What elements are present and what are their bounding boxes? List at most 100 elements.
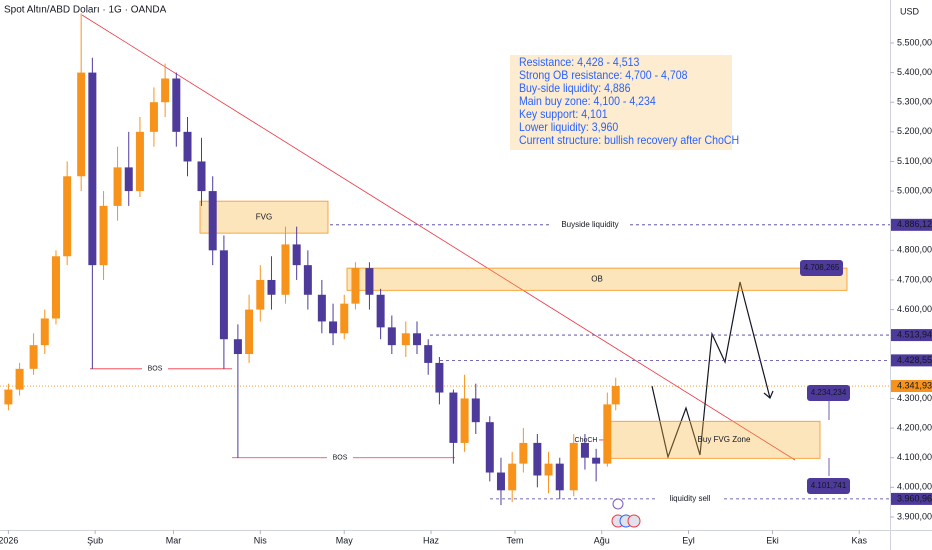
y-tick-label: 4.200,000 bbox=[897, 422, 932, 432]
x-tick-label: Eyl bbox=[682, 535, 695, 545]
chart-title: Spot Altın/ABD Doları · 1G · OANDA bbox=[4, 5, 167, 16]
candle-body bbox=[460, 398, 469, 443]
x-tick-label: Şub bbox=[87, 535, 103, 545]
y-tick-label: 5.500,000 bbox=[897, 37, 932, 47]
level-tag bbox=[891, 218, 932, 231]
structure-text: BOS bbox=[333, 455, 348, 462]
levels: 4.341,935 Buyside liquidity 4.886,122 4.513… bbox=[0, 218, 932, 505]
level-label: 4.513,942 bbox=[897, 329, 932, 339]
y-tick-label: 5.300,000 bbox=[897, 97, 932, 107]
analysis-note: Resistance: 4,428 - 4,513 Strong OB resis… bbox=[510, 55, 740, 150]
candle-body bbox=[580, 442, 589, 458]
level-tag bbox=[891, 329, 932, 342]
candle-body bbox=[245, 309, 254, 355]
x-tick-label: Tem bbox=[506, 535, 523, 545]
y-tick-label: 5.000,000 bbox=[897, 185, 932, 195]
annotation-line: Strong OB resistance: 4,700 - 4,708 bbox=[519, 68, 688, 82]
candle-body bbox=[197, 161, 206, 192]
candle-body bbox=[603, 404, 612, 464]
callout-label: 4.101,741 bbox=[811, 481, 847, 490]
candle-body bbox=[88, 72, 97, 266]
x-tick-label: 2026 bbox=[0, 535, 18, 545]
zone-label: Buy FVG Zone bbox=[698, 435, 751, 444]
candle-body bbox=[219, 250, 228, 340]
candle-body bbox=[63, 176, 72, 257]
candle-body bbox=[365, 268, 374, 295]
structure-text: ChoCH bbox=[575, 437, 598, 444]
annotation-line: Lower liquidity: 3,960 bbox=[519, 120, 619, 134]
candle-body bbox=[4, 389, 13, 405]
x-tick-label: Nis bbox=[254, 535, 267, 545]
candle-body bbox=[317, 294, 326, 322]
trendline bbox=[81, 14, 796, 461]
x-tick-label: Ağu bbox=[594, 535, 610, 545]
callout-box bbox=[800, 260, 843, 276]
x-tick-label: Kas bbox=[851, 535, 867, 545]
candle-body bbox=[29, 345, 38, 369]
zones: FVG OB Buy FVG Zone bbox=[199, 200, 848, 459]
axes: 5.500,000 5.400,000 5.300,000 5.200,000 5.10… bbox=[0, 37, 932, 545]
candle-body bbox=[533, 442, 542, 476]
candle-body bbox=[281, 244, 290, 295]
x-tick-label: Eki bbox=[766, 535, 779, 545]
candle-body bbox=[519, 442, 528, 464]
candle-body bbox=[267, 279, 276, 295]
y-tick-label: 5.200,000 bbox=[897, 126, 932, 136]
candle-body bbox=[149, 102, 158, 132]
y-tick-label: 4.600,000 bbox=[897, 304, 932, 314]
y-tick-label: 4.000,000 bbox=[897, 482, 932, 492]
level-label: 3.960,960 bbox=[897, 493, 932, 503]
candle-body bbox=[340, 303, 349, 334]
zone bbox=[199, 200, 329, 234]
y-tick-label: 4.300,000 bbox=[897, 393, 932, 403]
event-icon bbox=[612, 498, 624, 510]
candle-body bbox=[569, 442, 578, 491]
candle-body bbox=[351, 268, 360, 304]
candle-body bbox=[376, 294, 385, 328]
candle-body bbox=[99, 205, 108, 266]
candle-body bbox=[51, 256, 60, 319]
candle-body bbox=[387, 327, 396, 346]
projection-arrowhead bbox=[763, 390, 774, 399]
zone-label: FVG bbox=[256, 212, 272, 221]
candle-body bbox=[113, 167, 122, 206]
currency: USD bbox=[900, 6, 920, 16]
candle-body bbox=[449, 392, 458, 443]
candle-body bbox=[544, 463, 553, 476]
structure-text-bg bbox=[327, 453, 353, 462]
zone bbox=[346, 267, 848, 291]
callout-box bbox=[807, 478, 850, 494]
candle-body bbox=[555, 463, 564, 491]
structure-text: BOS bbox=[148, 366, 163, 373]
y-tick-label: 5.100,000 bbox=[897, 156, 932, 166]
candle-body bbox=[508, 463, 517, 491]
level-text-bg bbox=[551, 219, 629, 230]
annotation-line: Current structure: bullish recovery afte… bbox=[519, 133, 740, 147]
callout-label: 4.234,234 bbox=[811, 388, 847, 397]
candle-body bbox=[485, 422, 494, 473]
candle-body bbox=[413, 333, 422, 346]
candle-body bbox=[401, 333, 410, 346]
level-label: 4.886,122 bbox=[897, 219, 932, 229]
candle-body bbox=[233, 339, 242, 355]
candle-body bbox=[161, 78, 170, 103]
annotation-line: Main buy zone: 4,100 - 4,234 bbox=[519, 94, 656, 108]
candle-body bbox=[496, 472, 505, 491]
x-tick-label: Haz bbox=[423, 535, 440, 545]
candle-body bbox=[77, 72, 86, 177]
level-tag bbox=[891, 492, 932, 505]
y-tick-label: 4.800,000 bbox=[897, 245, 932, 255]
level-label: 4.428,557 bbox=[897, 355, 932, 365]
annotation-line: Key support: 4,101 bbox=[519, 107, 608, 121]
zone-label: OB bbox=[591, 274, 603, 283]
flag-icon bbox=[627, 514, 641, 528]
candle-body bbox=[424, 345, 433, 363]
zone bbox=[606, 420, 821, 459]
candle-body bbox=[256, 279, 265, 310]
candle-body bbox=[592, 457, 601, 464]
candle-body bbox=[329, 321, 338, 334]
current-price-tag bbox=[891, 380, 932, 393]
callout-box bbox=[807, 385, 850, 401]
candle-body bbox=[15, 368, 24, 390]
